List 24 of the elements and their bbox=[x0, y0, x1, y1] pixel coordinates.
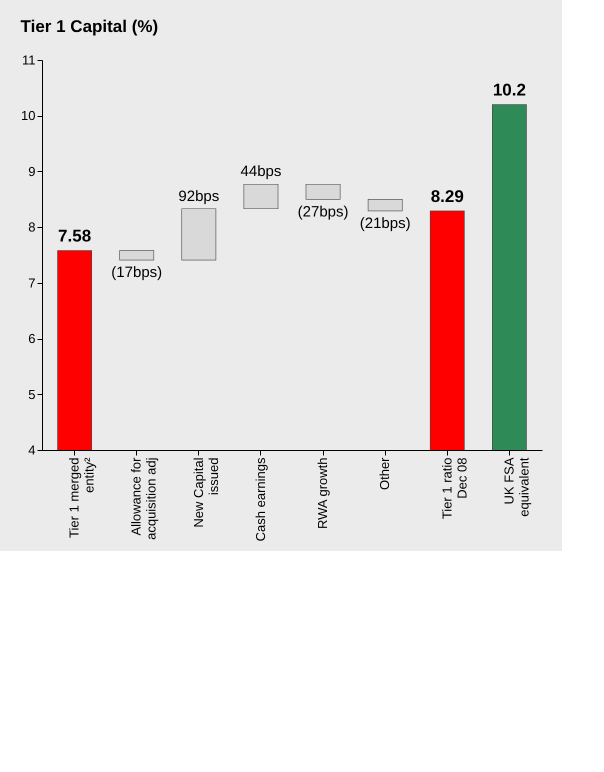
annotation: (21bps) bbox=[360, 214, 411, 232]
x-tick-label: Other bbox=[377, 456, 392, 490]
annotation: 44bps bbox=[240, 163, 282, 180]
y-tick-label: 7 bbox=[28, 275, 36, 290]
y-tick-label: 11 bbox=[22, 52, 36, 68]
x-tick-label: New Capital issued bbox=[190, 457, 221, 528]
y-tick-label: 5 bbox=[28, 386, 36, 402]
y-tick-label: 9 bbox=[28, 164, 36, 179]
data-label: 7.58 bbox=[58, 226, 92, 246]
chart-title: Tier 1 Capital (%) bbox=[20, 17, 158, 36]
y-tick-label: 10 bbox=[21, 108, 36, 124]
data-label: 8.29 bbox=[430, 186, 464, 206]
x-tick-label: Tier 1 ratio Dec 08 bbox=[439, 458, 470, 520]
y-tick-label: 6 bbox=[28, 331, 36, 346]
x-tick-label: UK FSA equivalent bbox=[501, 457, 532, 517]
annotation: (27bps) bbox=[298, 203, 348, 220]
x-tick-label: Tier 1 merged entity² bbox=[66, 456, 97, 538]
annotation: (17bps) bbox=[111, 264, 162, 282]
y-tick-label: 8 bbox=[28, 220, 36, 235]
annotation: 92bps bbox=[178, 188, 220, 205]
x-tick-label: RWA growth bbox=[315, 458, 330, 530]
data-label: 10.2 bbox=[492, 80, 526, 100]
x-tick-label: Cash earnings bbox=[252, 457, 268, 542]
y-tick-label: 4 bbox=[28, 442, 36, 458]
